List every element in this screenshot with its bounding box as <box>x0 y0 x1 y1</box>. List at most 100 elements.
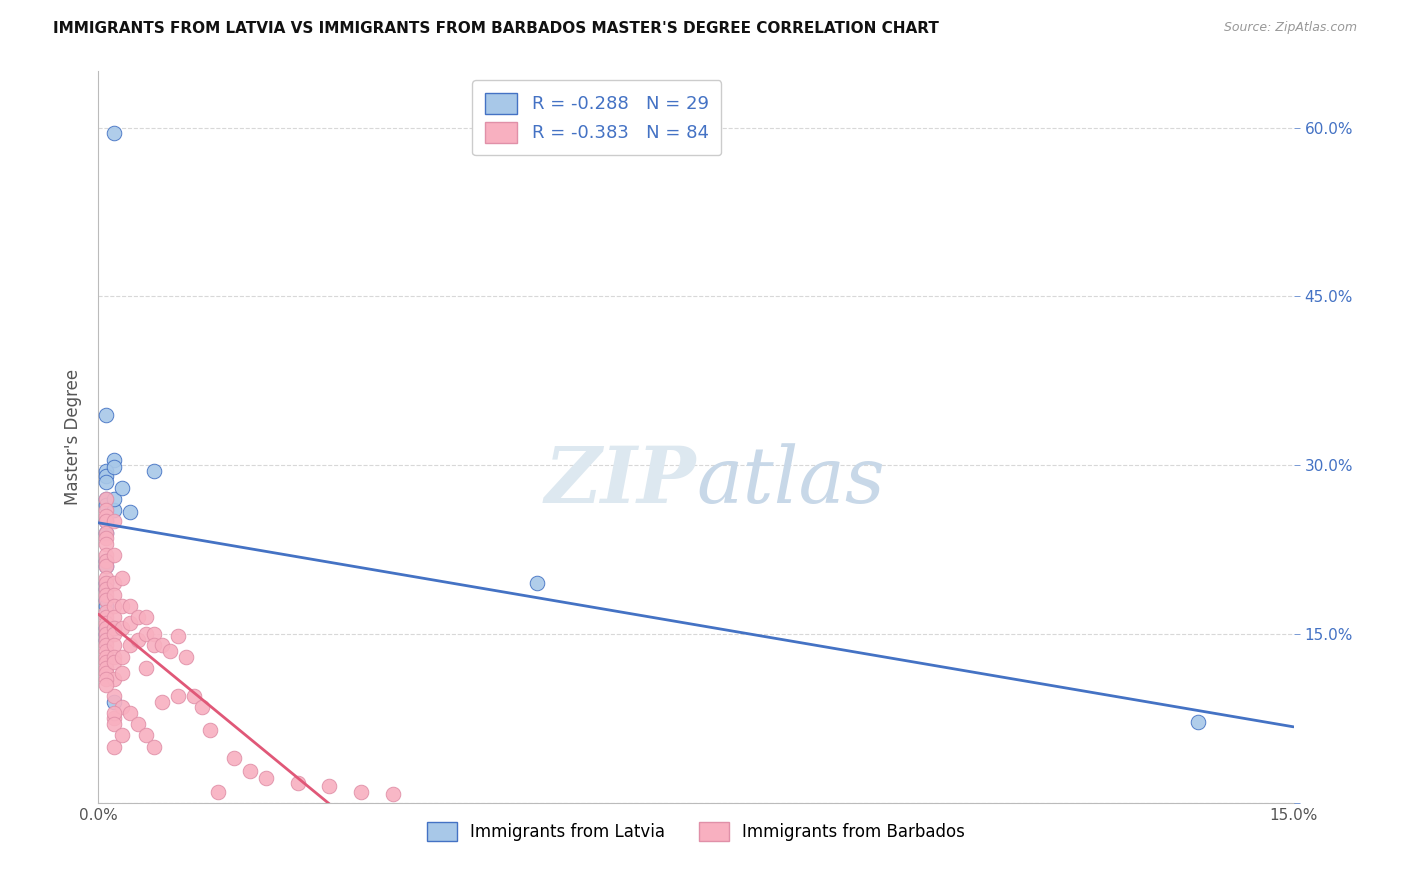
Point <box>143 627 166 641</box>
Point <box>96 582 118 596</box>
Point <box>103 515 125 529</box>
Point <box>96 593 118 607</box>
Text: atlas: atlas <box>696 442 884 519</box>
Point <box>96 627 118 641</box>
Point <box>96 532 118 546</box>
Point <box>103 649 125 664</box>
Point <box>96 464 118 478</box>
Point <box>96 503 118 517</box>
Point <box>96 638 118 652</box>
Point <box>103 126 125 140</box>
Point <box>96 491 118 506</box>
Point <box>135 661 157 675</box>
Point <box>96 666 118 681</box>
Point <box>96 576 118 591</box>
Point <box>103 655 125 669</box>
Point <box>96 475 118 489</box>
Point <box>103 491 125 506</box>
Point <box>120 638 142 652</box>
Point <box>96 469 118 483</box>
Point <box>103 739 125 754</box>
Point <box>96 491 118 506</box>
Point <box>103 711 125 725</box>
Point <box>382 787 405 801</box>
Point <box>96 621 118 635</box>
Point <box>96 672 118 686</box>
Point <box>96 537 118 551</box>
Point <box>111 599 134 613</box>
Point <box>103 706 125 720</box>
Point <box>96 498 118 512</box>
Point <box>198 723 221 737</box>
Point <box>167 629 190 643</box>
Point <box>96 554 118 568</box>
Point <box>111 728 134 742</box>
Point <box>159 644 181 658</box>
Point <box>183 689 205 703</box>
Text: Source: ZipAtlas.com: Source: ZipAtlas.com <box>1223 21 1357 35</box>
Y-axis label: Master's Degree: Master's Degree <box>65 369 83 505</box>
Point <box>174 649 197 664</box>
Point <box>120 615 142 630</box>
Point <box>96 661 118 675</box>
Point <box>143 739 166 754</box>
Point <box>96 649 118 664</box>
Point <box>103 503 125 517</box>
Text: ZIP: ZIP <box>544 442 696 519</box>
Point <box>103 672 125 686</box>
Point <box>96 605 118 619</box>
Point <box>526 576 548 591</box>
Point <box>103 588 125 602</box>
Point <box>103 638 125 652</box>
Point <box>96 678 118 692</box>
Point <box>111 621 134 635</box>
Point <box>1187 714 1209 729</box>
Point <box>103 599 125 613</box>
Point <box>96 593 118 607</box>
Point <box>96 599 118 613</box>
Point <box>103 576 125 591</box>
Point <box>167 689 190 703</box>
Point <box>143 464 166 478</box>
Point <box>254 771 277 785</box>
Point <box>239 764 262 779</box>
Point <box>150 638 173 652</box>
Point <box>111 700 134 714</box>
Point <box>96 525 118 540</box>
Point <box>103 452 125 467</box>
Point <box>318 779 340 793</box>
Point <box>96 588 118 602</box>
Point <box>103 717 125 731</box>
Point <box>96 621 118 635</box>
Point <box>111 571 134 585</box>
Point <box>127 717 149 731</box>
Point <box>191 700 214 714</box>
Point <box>96 627 118 641</box>
Point <box>96 559 118 574</box>
Point <box>127 632 149 647</box>
Point <box>96 559 118 574</box>
Point <box>103 548 125 562</box>
Text: IMMIGRANTS FROM LATVIA VS IMMIGRANTS FROM BARBADOS MASTER'S DEGREE CORRELATION C: IMMIGRANTS FROM LATVIA VS IMMIGRANTS FRO… <box>53 21 939 37</box>
Point <box>103 621 125 635</box>
Point <box>143 638 166 652</box>
Point <box>96 582 118 596</box>
Point <box>96 644 118 658</box>
Point <box>135 610 157 624</box>
Point <box>96 655 118 669</box>
Point <box>207 784 229 798</box>
Legend: Immigrants from Latvia, Immigrants from Barbados: Immigrants from Latvia, Immigrants from … <box>419 814 973 849</box>
Point <box>96 610 118 624</box>
Point <box>103 460 125 475</box>
Point <box>96 508 118 523</box>
Point <box>96 554 118 568</box>
Point <box>96 525 118 540</box>
Point <box>96 408 118 422</box>
Point <box>96 515 118 529</box>
Point <box>350 784 373 798</box>
Point <box>103 689 125 703</box>
Point <box>287 775 309 789</box>
Point <box>111 649 134 664</box>
Point <box>150 694 173 708</box>
Point <box>96 548 118 562</box>
